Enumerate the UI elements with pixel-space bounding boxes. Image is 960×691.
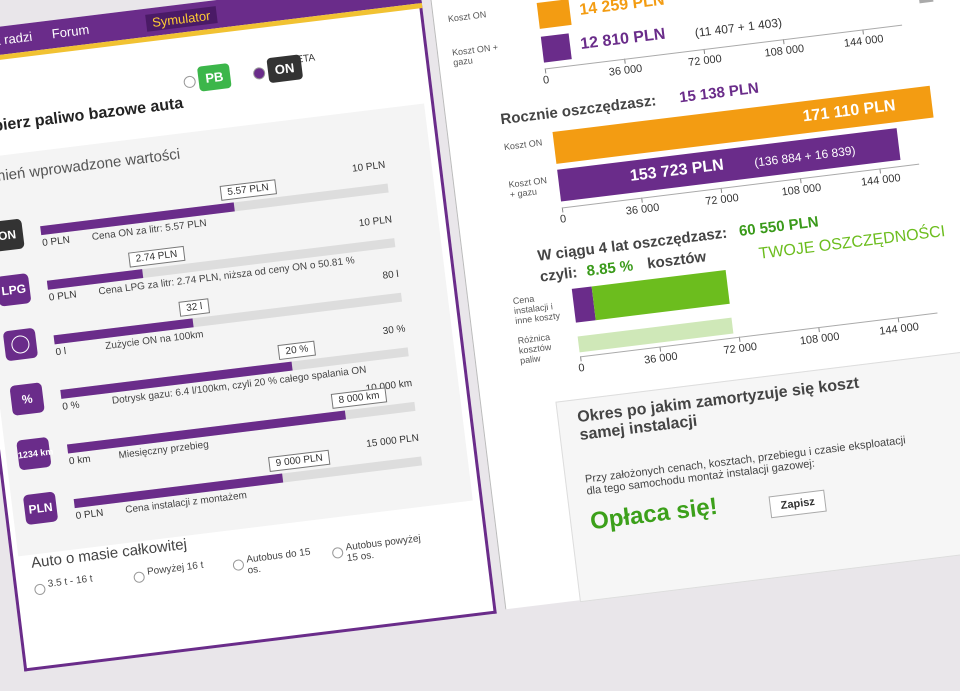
- fuel-option[interactable]: PB: [196, 63, 232, 92]
- bar: [536, 0, 572, 29]
- slider-icon: PLN: [22, 491, 59, 526]
- slider-icon: [2, 327, 39, 362]
- slider-icon: ON: [0, 218, 25, 253]
- slider-icon: 1234 km: [16, 436, 54, 471]
- slider-min: 0 l: [55, 346, 67, 359]
- gauge-icon: [10, 334, 31, 355]
- slider-icon: LPG: [0, 273, 32, 307]
- slider-icon: %: [9, 382, 45, 416]
- slider-min: 0 %: [61, 399, 81, 413]
- bar: [540, 33, 573, 63]
